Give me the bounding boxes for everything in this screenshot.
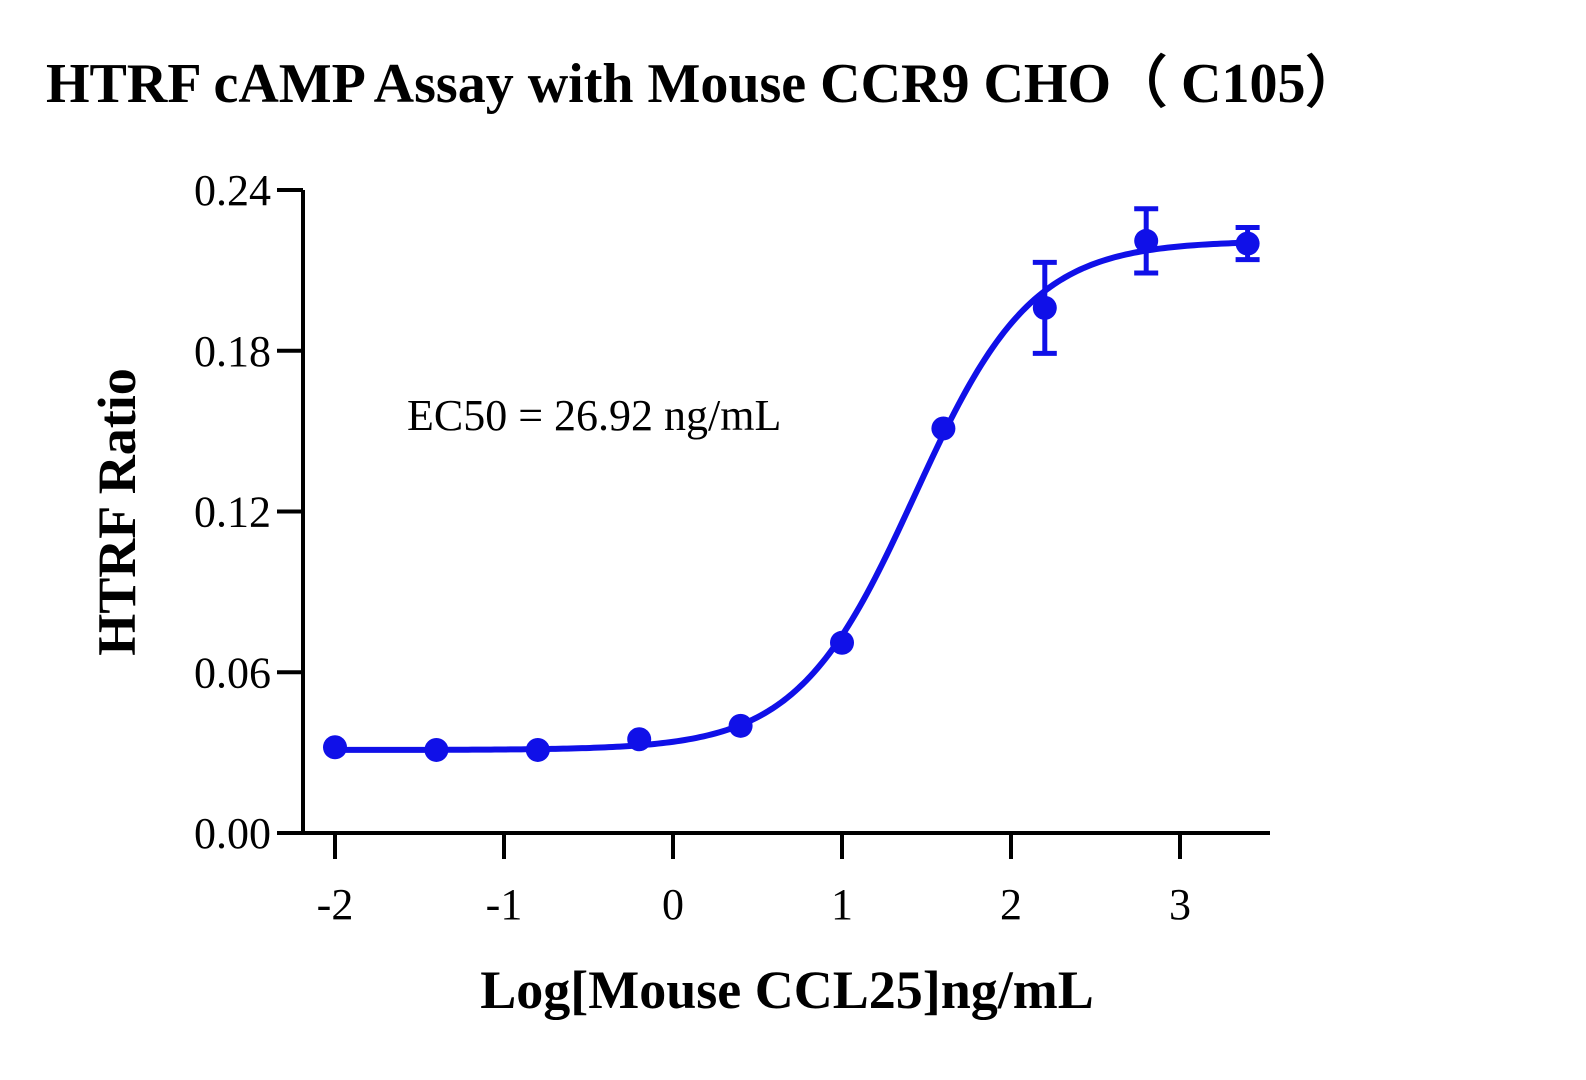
plot-area — [323, 206, 1260, 762]
data-point — [424, 737, 449, 762]
data-point — [728, 713, 753, 738]
data-point — [931, 416, 956, 441]
ticks: 0.00 0.06 0.12 0.18 0.24 -2 -1 0 1 2 3 — [194, 166, 1191, 929]
x-axis-label: Log[Mouse CCL25]ng/mL — [480, 960, 1094, 1020]
y-tick-label: 0.18 — [194, 327, 271, 376]
x-tick-label: -1 — [486, 880, 523, 929]
x-tick-label: 1 — [831, 880, 853, 929]
data-point — [1235, 231, 1260, 256]
y-tick-label: 0.06 — [194, 648, 271, 697]
x-tick-label: 2 — [1000, 880, 1022, 929]
axes — [301, 190, 1270, 835]
data-point — [627, 727, 652, 752]
fit-curve — [332, 239, 1251, 753]
x-tick-label: -2 — [317, 880, 354, 929]
chart-title: HTRF cAMP Assay with Mouse CCR9 CHO（ C10… — [46, 52, 1361, 115]
x-tick-label: 3 — [1169, 880, 1191, 929]
y-axis-label: HTRF Ratio — [87, 368, 147, 655]
y-tick-label: 0.00 — [194, 809, 271, 858]
y-tick-label: 0.12 — [194, 488, 271, 537]
y-tick-label: 0.24 — [194, 166, 271, 215]
data-point — [323, 735, 347, 760]
data-point — [525, 737, 550, 762]
x-tick-label: 0 — [662, 880, 684, 929]
data-point — [1032, 295, 1057, 320]
ec50-annotation: EC50 = 26.92 ng/mL — [407, 391, 781, 440]
data-point — [1134, 228, 1159, 253]
data-point — [830, 630, 854, 655]
